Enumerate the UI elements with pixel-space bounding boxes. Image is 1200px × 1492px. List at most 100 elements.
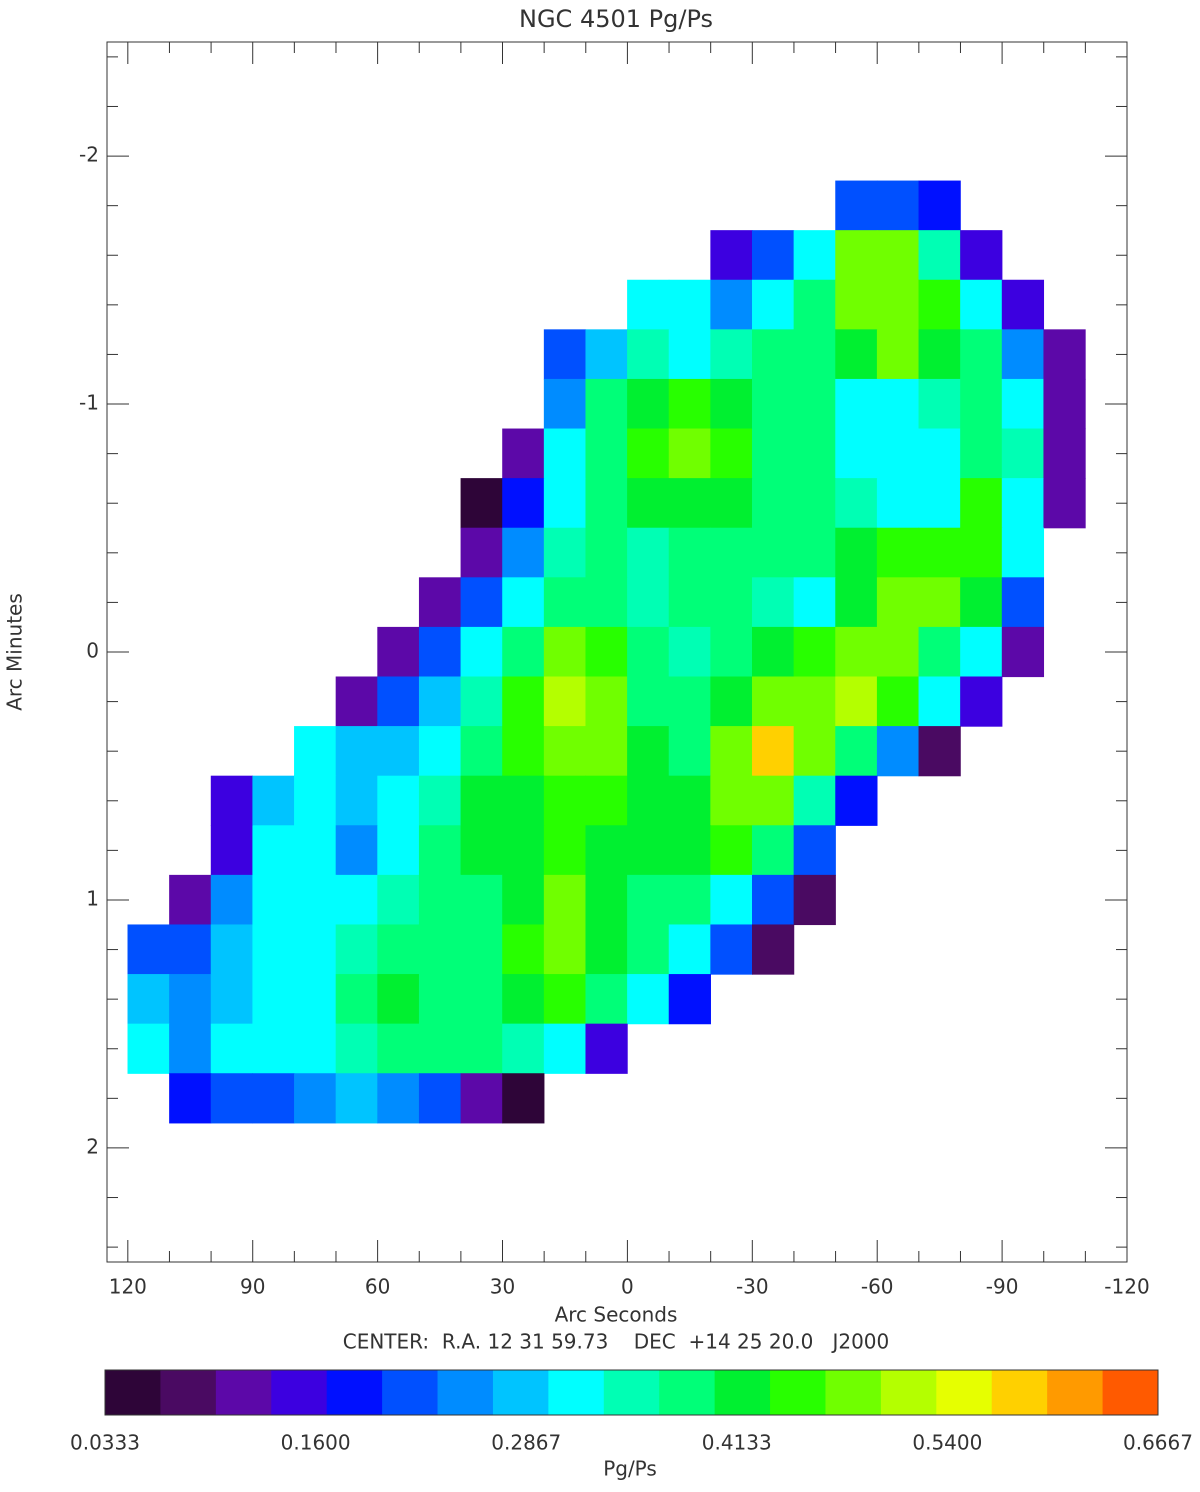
- field-cell: [710, 676, 753, 727]
- field-cell: [335, 1073, 378, 1124]
- field-cell: [543, 527, 587, 578]
- field-cell: [960, 428, 1003, 479]
- field-cell: [294, 726, 337, 777]
- colorbar-swatch: [548, 1370, 605, 1415]
- field-cell: [627, 974, 670, 1025]
- field-cell: [793, 874, 836, 926]
- field-cell: [752, 775, 795, 826]
- field-cell: [1001, 527, 1045, 578]
- colorbar-swatch: [271, 1370, 328, 1415]
- field-cell: [793, 577, 836, 628]
- colorbar-swatch: [659, 1370, 716, 1415]
- contour-field: [127, 180, 1086, 1124]
- field-cell: [1001, 478, 1045, 529]
- field-cell: [543, 726, 587, 777]
- field-cell: [585, 478, 628, 529]
- colorbar-tick-label: 0.4133: [702, 1431, 772, 1455]
- field-cell: [335, 676, 378, 727]
- field-cell: [627, 279, 670, 330]
- field-cell: [710, 577, 753, 628]
- field-cell: [918, 279, 961, 330]
- y-tick-label: 0: [86, 639, 99, 663]
- field-cell: [835, 726, 878, 777]
- field-cell: [752, 626, 795, 678]
- field-cell: [169, 874, 212, 926]
- field-cell: [252, 1023, 295, 1074]
- field-cell: [627, 726, 670, 777]
- field-cell: [460, 527, 503, 578]
- field-cell: [793, 378, 836, 430]
- x-tick-label: 90: [240, 1275, 265, 1299]
- field-cell: [585, 378, 628, 430]
- field-cell: [1043, 378, 1086, 430]
- field-cell: [668, 676, 711, 727]
- field-cell: [418, 1023, 462, 1074]
- field-cell: [294, 775, 337, 826]
- axes: [106, 41, 1128, 1263]
- colorbar-swatch: [714, 1370, 771, 1415]
- field-cell: [335, 874, 378, 926]
- field-cell: [918, 428, 961, 479]
- field-cell: [252, 775, 295, 826]
- field-cell: [585, 775, 628, 826]
- field-cell: [127, 1023, 170, 1074]
- colorbar-swatch: [326, 1370, 383, 1415]
- field-cell: [627, 329, 670, 380]
- field-cell: [585, 974, 628, 1025]
- field-cell: [752, 676, 795, 727]
- field-cell: [752, 726, 795, 777]
- field-cell: [710, 428, 753, 479]
- x-tick-label: 0: [621, 1275, 634, 1299]
- field-cell: [585, 329, 628, 380]
- field-cell: [1001, 329, 1045, 380]
- field-cell: [710, 924, 753, 975]
- field-cell: [543, 924, 587, 975]
- field-cell: [502, 924, 545, 975]
- field-cell: [710, 726, 753, 777]
- field-cell: [793, 428, 836, 479]
- field-cell: [668, 577, 711, 628]
- field-cell: [668, 626, 711, 678]
- field-cell: [127, 924, 170, 975]
- field-cell: [585, 527, 628, 578]
- field-cell: [502, 825, 545, 876]
- field-cell: [752, 428, 795, 479]
- field-cell: [1043, 478, 1086, 529]
- field-cell: [377, 1023, 420, 1074]
- field-cell: [876, 329, 920, 380]
- field-cell: [543, 1023, 587, 1074]
- field-cell: [793, 726, 836, 777]
- field-cell: [668, 478, 711, 529]
- colorbar-swatch: [1047, 1370, 1104, 1415]
- field-cell: [835, 279, 878, 330]
- field-cell: [502, 726, 545, 777]
- field-cell: [377, 825, 420, 876]
- field-cell: [252, 825, 295, 876]
- field-cell: [543, 478, 587, 529]
- field-cell: [418, 874, 462, 926]
- field-cell: [627, 428, 670, 479]
- field-cell: [710, 626, 753, 678]
- x-tick-label: -90: [986, 1275, 1019, 1299]
- field-cell: [793, 775, 836, 826]
- field-cell: [918, 577, 961, 628]
- field-cell: [918, 180, 961, 231]
- field-cell: [377, 726, 420, 777]
- field-cell: [876, 279, 920, 330]
- colorbar-swatch: [825, 1370, 882, 1415]
- field-cell: [752, 527, 795, 578]
- colorbar-swatch: [492, 1370, 549, 1415]
- field-cell: [377, 924, 420, 975]
- field-cell: [543, 775, 587, 826]
- field-cell: [502, 428, 545, 479]
- field-cell: [627, 378, 670, 430]
- field-cell: [627, 527, 670, 578]
- field-cell: [377, 874, 420, 926]
- field-cell: [460, 924, 503, 975]
- field-cell: [960, 577, 1003, 628]
- colorbar-tick-label: 0.0333: [70, 1431, 140, 1455]
- field-cell: [876, 478, 920, 529]
- field-cell: [918, 329, 961, 380]
- colorbar-tick-label: 0.5400: [912, 1431, 982, 1455]
- colorbar-swatch: [991, 1370, 1048, 1415]
